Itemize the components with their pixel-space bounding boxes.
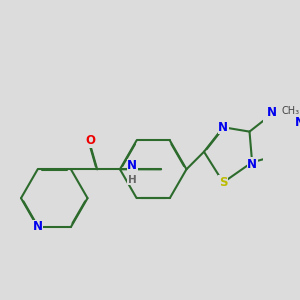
Text: N: N	[127, 159, 137, 172]
Text: N: N	[33, 220, 43, 233]
Text: CH₃: CH₃	[282, 106, 300, 116]
Text: N: N	[295, 116, 300, 129]
Text: O: O	[85, 134, 95, 147]
Text: H: H	[128, 175, 136, 185]
Text: N: N	[218, 121, 228, 134]
Text: N: N	[267, 106, 277, 119]
Text: S: S	[219, 176, 227, 189]
Text: N: N	[247, 158, 257, 170]
